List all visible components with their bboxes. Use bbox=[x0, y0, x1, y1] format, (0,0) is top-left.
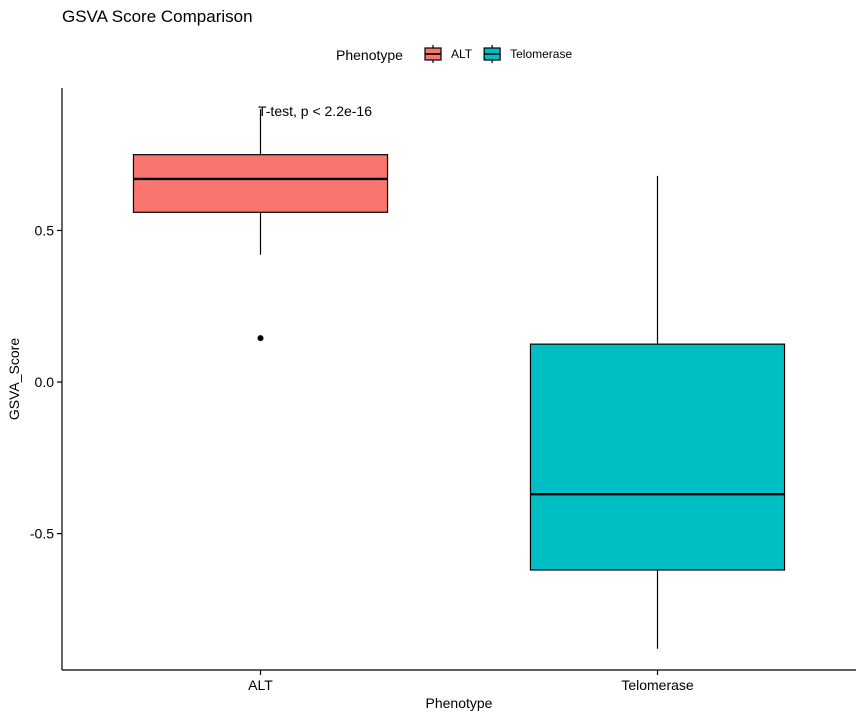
legend-entry-label: ALT bbox=[451, 47, 473, 61]
outlier-point bbox=[257, 335, 264, 342]
legend: Phenotype ALT Telomerase bbox=[336, 45, 572, 63]
legend-entry-alt: ALT bbox=[424, 45, 473, 63]
box-iqr bbox=[132, 154, 389, 213]
box-telomerase bbox=[529, 175, 786, 649]
x-ticks: ALT Telomerase bbox=[248, 670, 694, 693]
y-axis-label: GSVA_Score bbox=[6, 338, 22, 420]
legend-entry-telomerase: Telomerase bbox=[483, 45, 572, 63]
boxes bbox=[132, 109, 786, 649]
annotation-ttest: T-test, p < 2.2e-16 bbox=[258, 103, 372, 119]
x-axis-label: Phenotype bbox=[426, 695, 493, 711]
plot-area: 0.5 0.0 -0.5 ALT Telomerase T-test, p < 2.2… bbox=[30, 88, 856, 693]
y-tick-label: 0.5 bbox=[35, 222, 55, 238]
box-iqr bbox=[529, 343, 786, 571]
legend-entries: ALT Telomerase bbox=[424, 45, 572, 63]
chart-title: GSVA Score Comparison bbox=[62, 7, 253, 26]
x-tick-label: Telomerase bbox=[621, 677, 694, 693]
box-alt bbox=[132, 109, 389, 342]
y-ticks: 0.5 0.0 -0.5 bbox=[30, 222, 62, 542]
x-tick-label: ALT bbox=[248, 677, 273, 693]
legend-title: Phenotype bbox=[336, 47, 403, 63]
y-tick-label: 0.0 bbox=[35, 374, 55, 390]
y-tick-label: -0.5 bbox=[30, 526, 54, 542]
legend-entry-label: Telomerase bbox=[510, 47, 572, 61]
